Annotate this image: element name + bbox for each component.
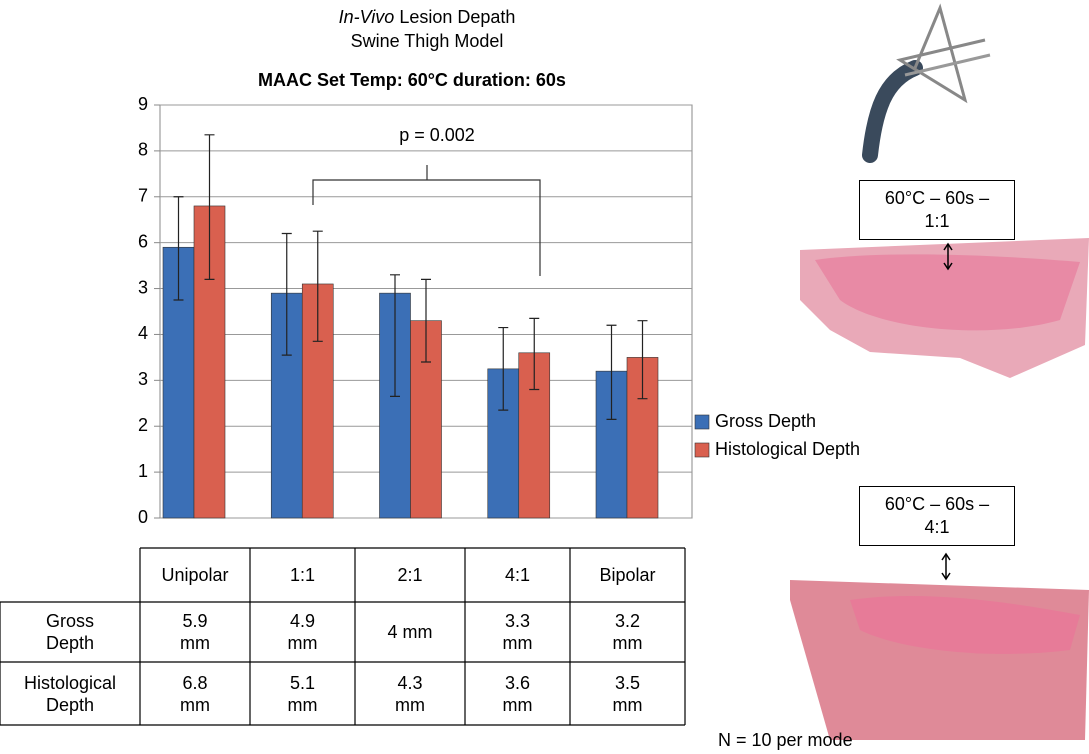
y-tick-label: 9 bbox=[138, 94, 148, 114]
table-cell: 3.3 mm bbox=[465, 602, 570, 662]
bracket bbox=[312, 165, 541, 276]
table-header-text: 1:1 bbox=[289, 565, 316, 585]
table-cell-text: 5.9 mm bbox=[180, 611, 210, 653]
figure-label: 60°C – 60s – 1:1 bbox=[859, 180, 1015, 240]
table-header-text: 2:1 bbox=[397, 565, 423, 585]
catheter-image bbox=[862, 3, 991, 163]
y-tick-label: 4 bbox=[138, 323, 148, 343]
table-cell-text: 5.1 mm bbox=[287, 672, 318, 715]
row-label: Histological Depth bbox=[0, 662, 140, 725]
table-cell-text: 4.3 mm bbox=[395, 672, 425, 715]
table-cell: 5.9 mm bbox=[140, 602, 250, 662]
title-rest: Lesion Depath bbox=[399, 7, 515, 27]
table-header: 1:1 bbox=[250, 548, 355, 602]
y-tick-label: 6 bbox=[138, 231, 148, 251]
y-tick-label: 3 bbox=[138, 369, 148, 389]
table-cell: 3.6 mm bbox=[465, 662, 570, 725]
table-header: Bipolar bbox=[570, 548, 685, 602]
table-header: Unipolar bbox=[140, 548, 250, 602]
note: N = 10 per mode bbox=[718, 730, 853, 750]
row-label: Gross Depth bbox=[0, 602, 140, 662]
figure-label: 60°C – 60s – 4:1 bbox=[859, 486, 1015, 546]
table-cell: 3.2 mm bbox=[570, 602, 685, 662]
table-cell: 4 mm bbox=[355, 602, 465, 662]
y-tick-label: 7 bbox=[138, 186, 148, 206]
error-bar bbox=[606, 324, 617, 420]
row-label-text: Histological Depth bbox=[23, 672, 117, 715]
table-cell-text: 4.9 mm bbox=[287, 611, 318, 653]
table-header-text: 4:1 bbox=[504, 565, 531, 585]
table-cell-text: 3.6 mm bbox=[502, 672, 533, 715]
error-bar bbox=[281, 232, 292, 356]
y-tick-label: 8 bbox=[138, 140, 148, 160]
legend-label: Gross Depth bbox=[715, 411, 816, 431]
table-cell: 4.9 mm bbox=[250, 602, 355, 662]
title-italic: In-Vivo bbox=[339, 7, 395, 27]
table-cell-text: 4 mm bbox=[387, 622, 433, 642]
legend-label: Histological Depth bbox=[715, 439, 860, 459]
legend-swatch bbox=[694, 442, 710, 458]
chart-setting: MAAC Set Temp: 60°C duration: 60s bbox=[258, 70, 566, 90]
error-bar bbox=[529, 317, 540, 391]
arrows bbox=[941, 242, 953, 581]
annotation: p = 0.002 bbox=[399, 125, 475, 145]
chart-subtitle: Swine Thigh Model bbox=[351, 31, 504, 51]
histology-image bbox=[790, 238, 1089, 740]
error-bar bbox=[390, 274, 400, 397]
table-cell-text: 6.8 mm bbox=[180, 672, 210, 715]
table-cell: 6.8 mm bbox=[140, 662, 250, 725]
error-bar bbox=[312, 230, 323, 342]
table-cell-text: 3.2 mm bbox=[612, 611, 643, 653]
y-tick-label: 1 bbox=[138, 461, 148, 481]
table-cell: 3.5 mm bbox=[570, 662, 685, 725]
y-tick-label: 3 bbox=[138, 277, 148, 297]
table-header-text: Bipolar bbox=[599, 565, 656, 585]
table-cell-text: 3.3 mm bbox=[502, 611, 533, 653]
table-header-text: Unipolar bbox=[161, 565, 229, 585]
error-bar bbox=[421, 278, 431, 363]
figure-label-text: 60°C – 60s – 1:1 bbox=[884, 188, 990, 231]
error-bar bbox=[637, 320, 648, 400]
table-header: 4:1 bbox=[465, 548, 570, 602]
y-tick-label: 0 bbox=[138, 507, 148, 527]
error-bar bbox=[498, 326, 509, 411]
legend-swatch bbox=[694, 414, 710, 430]
table-cell: 4.3 mm bbox=[355, 662, 465, 725]
y-tick-label: 2 bbox=[138, 415, 148, 435]
table-cell-text: 3.5 mm bbox=[612, 672, 643, 715]
table-cell: 5.1 mm bbox=[250, 662, 355, 725]
error-bar bbox=[204, 134, 215, 280]
table-header: 2:1 bbox=[355, 548, 465, 602]
figure-label-text: 60°C – 60s – 4:1 bbox=[884, 494, 990, 537]
chart-title: In-Vivo Lesion Depath bbox=[339, 7, 516, 27]
row-label-text: Gross Depth bbox=[45, 611, 95, 653]
error-bar bbox=[173, 196, 184, 301]
